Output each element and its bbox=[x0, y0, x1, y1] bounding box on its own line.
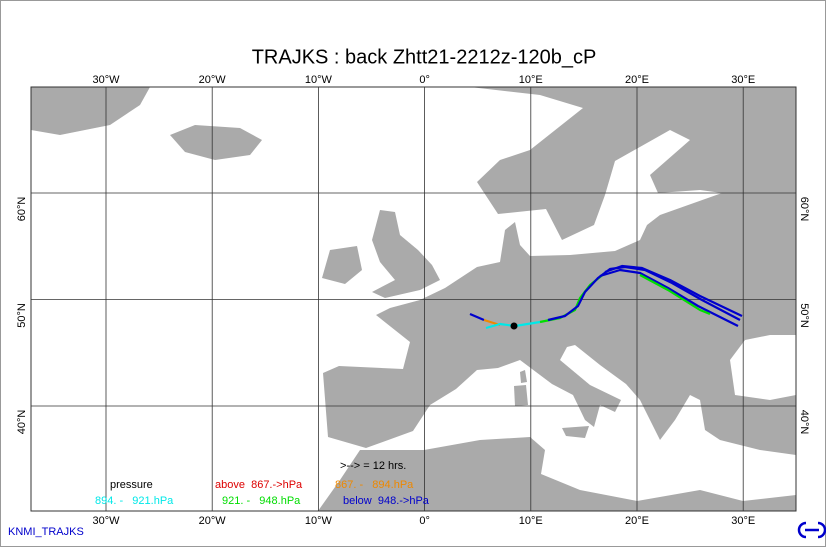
lon-label-top: 10°W bbox=[305, 74, 333, 86]
lon-label-bottom: 30°E bbox=[731, 515, 755, 527]
logo-arc bbox=[797, 521, 807, 539]
lon-label-top: 30°W bbox=[92, 74, 120, 86]
legend-entry: 921. - 948.hPa bbox=[222, 495, 301, 507]
lon-label-bottom: 30°W bbox=[92, 515, 120, 527]
legend-entry: below 948.->hPa bbox=[343, 495, 430, 507]
lon-label-bottom: 20°W bbox=[199, 515, 227, 527]
africa bbox=[318, 437, 796, 511]
lon-label-top: 30°E bbox=[731, 74, 755, 86]
logo-arc bbox=[817, 521, 826, 539]
lat-label-right: 50°N bbox=[798, 303, 810, 328]
legend-time-step: >--> = 12 hrs. bbox=[340, 460, 406, 472]
trajectory-origin bbox=[510, 322, 518, 330]
legend-entry: above 867.->hPa bbox=[215, 479, 303, 491]
sicily bbox=[562, 426, 589, 438]
trajectory bbox=[604, 264, 743, 317]
trajectory bbox=[639, 274, 711, 316]
lon-label-top: 10°E bbox=[519, 74, 543, 86]
map-frame bbox=[30, 86, 797, 512]
lat-label-right: 40°N bbox=[798, 410, 810, 435]
trajectories bbox=[469, 264, 743, 330]
trajectory bbox=[469, 312, 485, 322]
graticule bbox=[31, 87, 796, 511]
lon-label-top: 0° bbox=[419, 74, 430, 86]
trajectory bbox=[599, 268, 739, 327]
footer: KNMI_TRAJKS bbox=[8, 526, 84, 538]
greenland bbox=[31, 87, 150, 135]
lon-label-top: 20°E bbox=[625, 74, 649, 86]
trajectory bbox=[485, 320, 541, 330]
lat-label-left: 60°N bbox=[16, 197, 28, 222]
lon-label-top: 20°W bbox=[199, 74, 227, 86]
lon-label-bottom: 10°W bbox=[305, 515, 333, 527]
legend: pressure >--> = 12 hrs. above 867.->hPa 8… bbox=[95, 460, 430, 507]
map-title: TRAJKS : back Zhtt21-2212z-120b_cP bbox=[252, 46, 597, 68]
legend-entry: 867. - 894.hPa bbox=[335, 479, 414, 491]
logo bbox=[797, 521, 826, 539]
legend-heading: pressure bbox=[110, 479, 153, 491]
trajectory bbox=[547, 265, 741, 322]
iceland bbox=[170, 125, 262, 160]
sardinia bbox=[514, 385, 528, 406]
lat-label-left: 50°N bbox=[16, 303, 28, 328]
eurasia bbox=[323, 87, 796, 455]
lon-label-bottom: 10°E bbox=[519, 515, 543, 527]
map-area bbox=[30, 86, 797, 512]
lon-label-bottom: 0° bbox=[419, 515, 430, 527]
corsica bbox=[520, 370, 527, 383]
great-britain bbox=[372, 210, 440, 298]
lon-label-bottom: 20°E bbox=[625, 515, 649, 527]
legend-entry: 894. - 921.hPa bbox=[95, 495, 174, 507]
lat-label-left: 40°N bbox=[16, 410, 28, 435]
ireland bbox=[322, 246, 362, 284]
lat-label-right: 60°N bbox=[798, 197, 810, 222]
